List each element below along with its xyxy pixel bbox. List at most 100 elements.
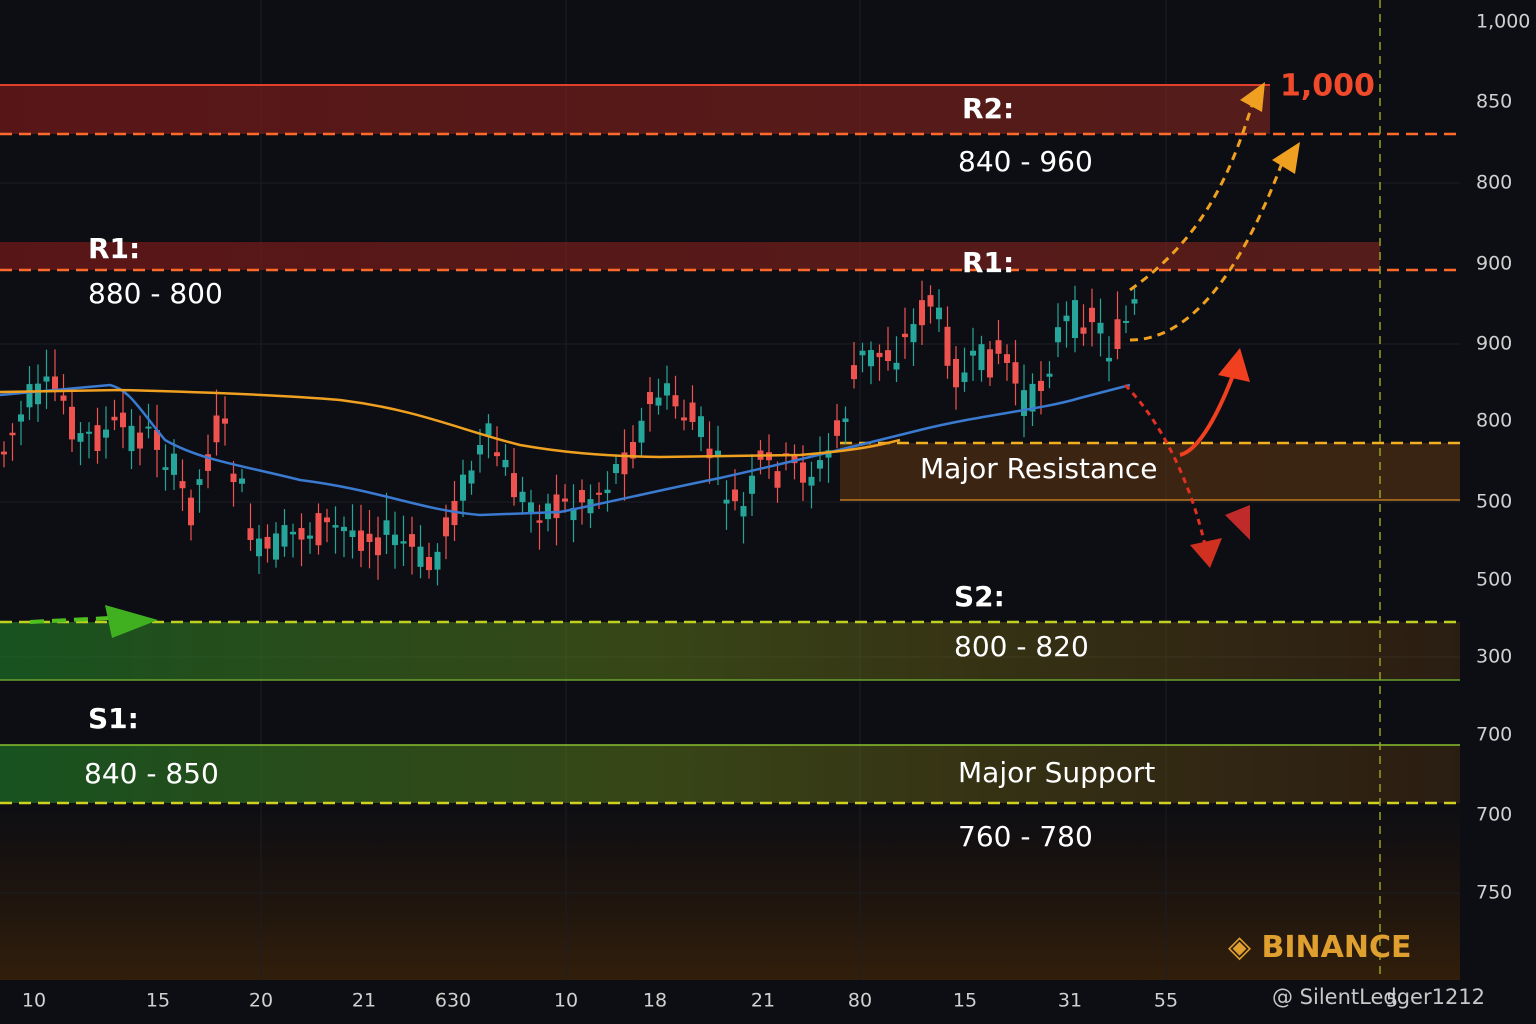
candle <box>868 350 874 367</box>
x-tick-label: 15 <box>953 990 977 1012</box>
candle <box>18 414 24 422</box>
candle <box>256 538 262 557</box>
candle <box>69 406 75 440</box>
candle <box>1055 327 1061 343</box>
candle <box>910 324 917 343</box>
candle <box>358 530 364 551</box>
candle <box>154 430 160 450</box>
candle <box>434 551 441 570</box>
candle <box>970 350 976 356</box>
candle <box>834 420 840 436</box>
candle <box>1038 380 1044 392</box>
candle <box>1089 307 1095 323</box>
candle <box>817 460 823 469</box>
x-tick-label: 20 <box>249 990 273 1012</box>
arrow-head <box>1272 142 1300 174</box>
y-tick-label: 500 <box>1476 569 1512 591</box>
candle <box>375 537 381 556</box>
zone-label: R2: <box>962 92 1014 125</box>
candle <box>383 520 390 535</box>
proj-up-1 <box>1129 94 1257 292</box>
candle <box>1106 357 1112 362</box>
candle <box>519 491 526 503</box>
candle <box>672 395 679 407</box>
x-tick-label: 18 <box>643 990 667 1012</box>
candle <box>485 423 492 436</box>
candle <box>145 426 152 429</box>
candle <box>494 452 500 457</box>
candle <box>774 471 781 488</box>
candle <box>332 525 339 528</box>
x-tick-label: 10 <box>22 990 46 1012</box>
r1-zone <box>0 242 1380 270</box>
candle <box>247 528 254 540</box>
candle <box>307 535 313 539</box>
candle <box>1097 322 1104 334</box>
candle <box>392 534 398 546</box>
y-tick-label: 900 <box>1476 333 1512 355</box>
candle <box>52 376 58 390</box>
candle <box>239 478 245 484</box>
candle <box>290 531 296 535</box>
candle <box>417 546 424 567</box>
candle <box>1021 390 1027 416</box>
candle <box>604 489 611 494</box>
candle <box>426 557 432 571</box>
zone-range: 880 - 800 <box>88 277 223 310</box>
candle <box>808 476 815 486</box>
candle <box>995 340 1002 354</box>
candle <box>953 358 959 388</box>
candle <box>1029 383 1036 412</box>
y-axis: 1,000 850 800 900 900 800 500 500 300 700 700 750 <box>1476 11 1530 904</box>
candle <box>570 508 577 521</box>
candle <box>698 416 704 438</box>
candle <box>885 350 891 362</box>
candle <box>1004 354 1010 363</box>
candle <box>630 441 636 459</box>
candle <box>825 450 832 458</box>
zone-label: Major Resistance <box>920 452 1158 485</box>
candle <box>468 470 475 484</box>
candle <box>536 520 543 523</box>
candle <box>179 481 186 489</box>
proj-bounce <box>1179 369 1237 457</box>
candle <box>936 307 942 320</box>
candle <box>1131 299 1138 304</box>
arrow-head <box>105 605 158 638</box>
x-tick-label: 80 <box>848 990 872 1012</box>
arrow-head <box>1240 82 1265 112</box>
candle <box>409 534 415 547</box>
candle <box>842 418 849 422</box>
glow <box>0 800 1460 980</box>
s2-zone <box>0 622 1460 680</box>
candle <box>613 464 619 474</box>
y-tick-label: 800 <box>1476 172 1512 194</box>
proj-down <box>1123 383 1207 546</box>
candle <box>264 536 271 549</box>
proj-up-2 <box>1129 154 1287 342</box>
ma-blue <box>0 383 1131 517</box>
candle <box>188 497 194 526</box>
candle <box>460 474 466 501</box>
candle <box>1072 300 1078 338</box>
candle <box>137 432 143 449</box>
candle <box>553 494 560 519</box>
candle <box>213 415 220 443</box>
candle <box>621 452 628 475</box>
candle <box>443 517 449 537</box>
candle <box>791 454 798 464</box>
zone-label: Major Support <box>958 756 1155 789</box>
candle <box>43 376 50 382</box>
candle <box>60 395 67 401</box>
candle <box>9 432 16 436</box>
candle <box>638 420 645 443</box>
candle <box>1 451 7 455</box>
candle <box>1080 327 1087 334</box>
x-tick-label: 55 <box>1154 990 1178 1012</box>
candle <box>528 502 534 513</box>
y-tick-label: 850 <box>1476 91 1512 113</box>
candle <box>366 533 373 543</box>
candle <box>120 412 126 428</box>
y-tick-label: 750 <box>1476 882 1512 904</box>
